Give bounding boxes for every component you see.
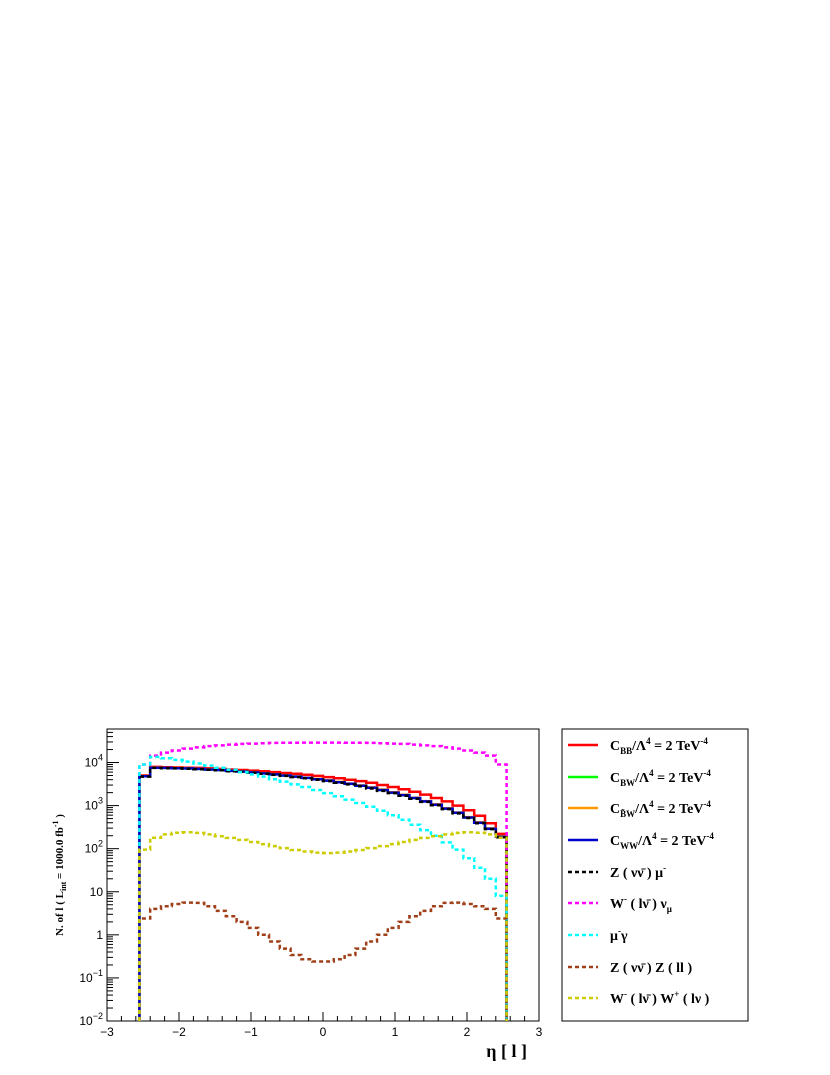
y-axis-title: N. of l ( Lint = 1000.0 fb-1 ) (51, 814, 68, 936)
y-tick-label: 10−1 (79, 968, 103, 985)
legend-entry-zz: Z ( νν̄ ) Z ( ll ) (610, 961, 692, 976)
legend-entry-mugamma: μ-γ (610, 926, 628, 944)
histogram-series (138, 766, 508, 1021)
y-tick-label: 10 (90, 885, 104, 899)
x-tick-label: 1 (392, 1025, 399, 1039)
legend-entry-zmu: Z ( νν̄ ) μ- (610, 863, 666, 881)
legend-entry-ww: W- ( lν̄ ) W+ ( lν ) (610, 989, 710, 1007)
legend-swatches (568, 743, 598, 1000)
legend-entry-cbw: CBW/Λ4 = 2 TeV-4 (610, 768, 711, 788)
y-tick-label: 10−2 (79, 1011, 103, 1028)
legend: CBB/Λ4 = 2 TeV-4 CBW/Λ4 = 2 TeV-4 CB̃W/Λ… (561, 728, 749, 1022)
histogram-series (138, 741, 508, 1021)
histogram-series (138, 831, 508, 1021)
legend-entry-cbtw: CB̃W/Λ4 = 2 TeV-4 (610, 799, 711, 819)
plot-frame (106, 728, 540, 1022)
histogram-series (138, 755, 508, 1021)
legend-entry-wnu: W- ( lν̄ ) νμ (610, 894, 672, 914)
x-tick-label: −3 (100, 1025, 114, 1039)
x-tick-label: −2 (172, 1025, 186, 1039)
legend-entry-cbb: CBB/Λ4 = 2 TeV-4 (610, 736, 708, 756)
y-tick-label: 1 (96, 928, 103, 942)
x-tick-label: 2 (464, 1025, 471, 1039)
y-tick-label: 102 (85, 839, 103, 856)
histogram-layer (138, 741, 508, 1021)
x-axis-title: η [ l ] (486, 1041, 527, 1061)
axes-layer: −3 −2 −1 0 1 2 3 10−2 10−1 1 10 102 103 104 (79, 728, 543, 1039)
x-tick-label: −1 (244, 1025, 258, 1039)
x-tick-label: 0 (320, 1025, 327, 1039)
y-tick-label: 104 (85, 753, 103, 770)
histogram-series (138, 765, 508, 1021)
histogram-series (138, 901, 508, 1021)
y-tick-label: 103 (85, 796, 103, 813)
legend-entry-cww: CWW/Λ4 = 2 TeV-4 (610, 831, 714, 851)
x-tick-label: 3 (536, 1025, 543, 1039)
